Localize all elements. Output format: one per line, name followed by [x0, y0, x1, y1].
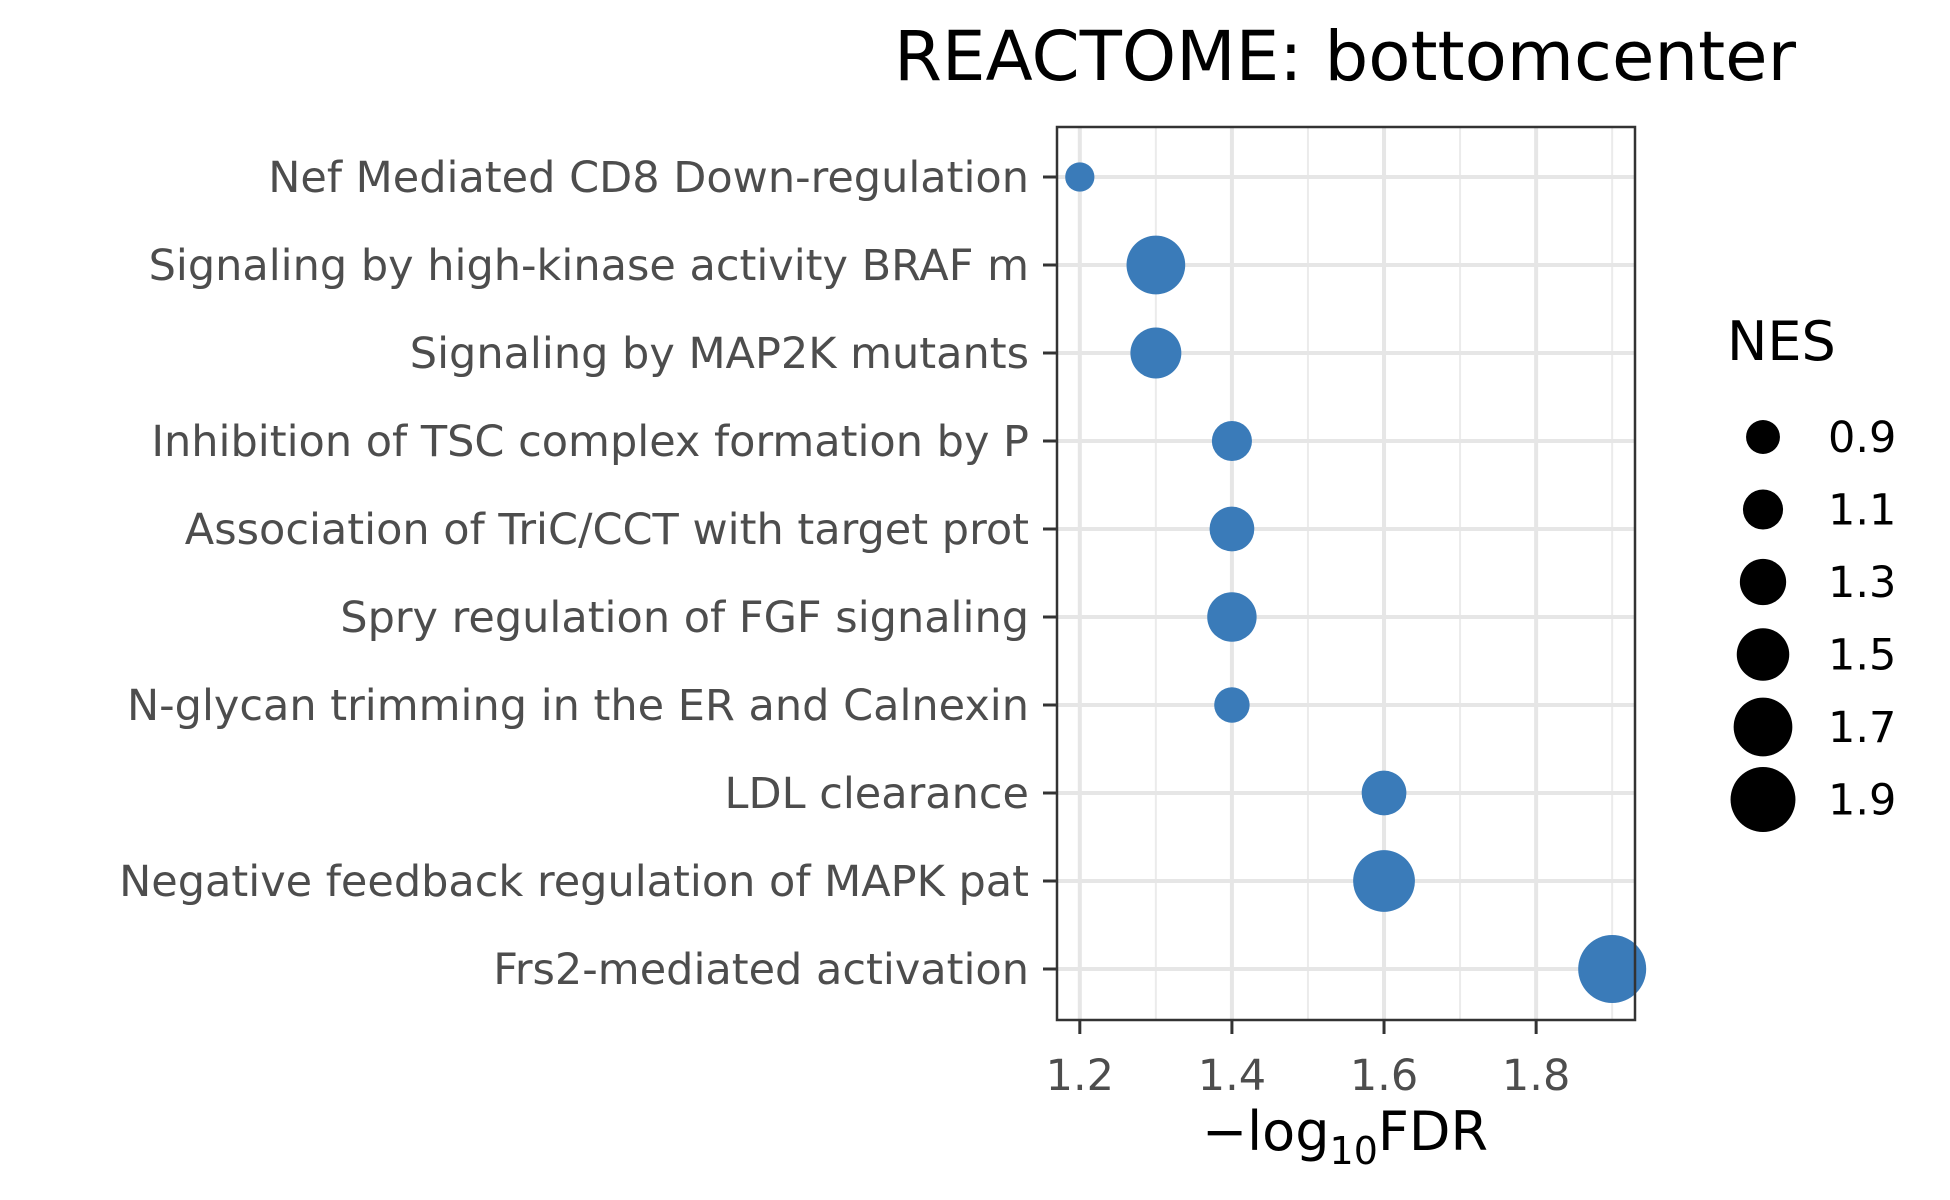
data-point	[1207, 592, 1257, 642]
legend-label: 1.7	[1828, 703, 1896, 753]
data-point	[1209, 506, 1255, 552]
x-axis: 1.2 1.4 1.6 1.8	[1046, 1020, 1570, 1101]
x-tick-label: 1.8	[1502, 1051, 1570, 1101]
legend-title: NES	[1727, 310, 1836, 373]
y-tick-label: Frs2-mediated activation	[493, 945, 1029, 995]
y-tick-label: N-glycan trimming in the ER and Calnexin	[127, 681, 1029, 731]
legend-key	[1742, 489, 1784, 530]
x-tick-label: 1.4	[1198, 1051, 1266, 1101]
legend-key	[1746, 420, 1780, 454]
legend-key	[1730, 767, 1796, 832]
x-tick-label: 1.6	[1350, 1051, 1418, 1101]
x-axis-label-prefix: −log	[1202, 1100, 1330, 1163]
data-point	[1361, 770, 1407, 816]
x-tick-label: 1.2	[1046, 1051, 1114, 1101]
data-point	[1353, 850, 1415, 912]
y-tick-label: Inhibition of TSC complex formation by P	[151, 417, 1029, 467]
x-axis-label: −log10FDR	[1202, 1100, 1488, 1173]
y-tick-label: Signaling by MAP2K mutants	[410, 329, 1029, 379]
data-point	[1130, 327, 1182, 379]
legend-label: 1.3	[1828, 558, 1896, 608]
y-tick-label: Nef Mediated CD8 Down-regulation	[268, 153, 1029, 203]
legend-key	[1733, 697, 1793, 757]
legend-label: 0.9	[1828, 413, 1896, 463]
legend-label: 1.9	[1828, 776, 1896, 826]
y-tick-label: LDL clearance	[725, 769, 1029, 819]
plot-border	[1055, 125, 1637, 1022]
x-axis-label-suffix: FDR	[1378, 1100, 1488, 1163]
plot-area	[1055, 125, 1647, 1022]
y-tick-label: Signaling by high-kinase activity BRAF m	[149, 241, 1029, 291]
y-tick-label: Spry regulation of FGF signaling	[340, 593, 1029, 643]
data-point	[1126, 235, 1186, 295]
data-point	[1214, 687, 1250, 723]
x-axis-label-subscript: 10	[1330, 1129, 1378, 1173]
y-tick-label: Association of TriC/CCT with target prot	[185, 505, 1029, 555]
legend-label: 1.5	[1828, 631, 1896, 681]
data-point	[1578, 935, 1647, 1003]
legend-key	[1736, 628, 1790, 681]
chart-title: REACTOME: bottomcenter	[894, 17, 1797, 97]
y-axis: Nef Mediated CD8 Down-regulation Signalin…	[119, 153, 1057, 995]
data-point	[1065, 162, 1095, 192]
y-tick-label: Negative feedback regulation of MAPK pat	[119, 857, 1029, 907]
legend-label: 1.1	[1828, 486, 1896, 536]
legend: NES 0.9 1.1 1.3 1.5 1.7 1.9	[1727, 310, 1896, 832]
data-point	[1211, 420, 1252, 462]
legend-key	[1739, 558, 1787, 606]
